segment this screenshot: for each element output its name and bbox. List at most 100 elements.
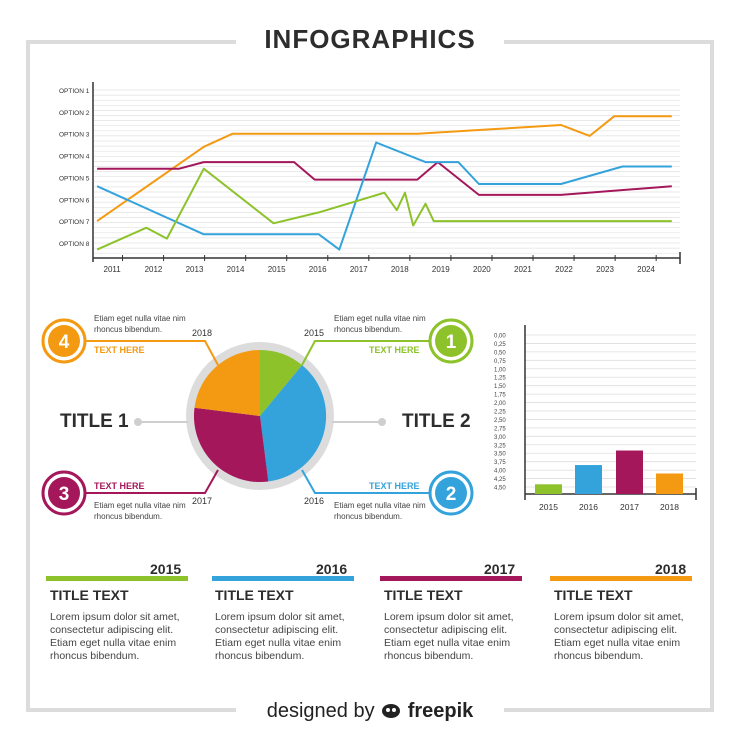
- line-chart: OPTION 1 OPTION 2 OPTION 3 OPTION 4 OPTION 5…: [59, 82, 681, 274]
- column-4-rule: [550, 576, 692, 581]
- credit-brand: freepik: [407, 700, 474, 722]
- callout-1-text: Etiam eget nulla vitae nim rhoncus biben…: [334, 314, 426, 334]
- x-tick-label: 2023: [596, 265, 614, 274]
- title-right: TITLE 2: [402, 411, 471, 432]
- x-tick-label: 2015: [268, 265, 286, 274]
- callout-2-heading: TEXT HERE: [369, 481, 420, 491]
- x-tick-label: 2016: [309, 265, 327, 274]
- x-tick-label: 2020: [473, 265, 491, 274]
- bar-y-tick-label: 3,75: [494, 460, 506, 466]
- x-tick-label: 2018: [391, 265, 409, 274]
- connector-4: [72, 340, 219, 366]
- bar-2016: [575, 465, 602, 494]
- pie-slice-2016: [260, 365, 327, 482]
- column-1-title: TITLE TEXT: [50, 587, 129, 603]
- bar-y-tick-label: 4,50: [494, 486, 506, 492]
- callout-1-heading: TEXT HERE: [369, 345, 420, 355]
- bar-y-tick-label: 3,00: [494, 435, 506, 441]
- x-tick-label: 2019: [432, 265, 450, 274]
- badge-fill-4: [48, 325, 80, 357]
- column-4-title: TITLE TEXT: [554, 587, 633, 603]
- frame-gap-bottom: [236, 704, 504, 716]
- y-tick-label: OPTION 4: [59, 154, 90, 161]
- y-tick-label: OPTION 1: [59, 88, 90, 95]
- x-tick-label: 2014: [227, 265, 245, 274]
- callout-3-heading: TEXT HERE: [94, 481, 145, 491]
- frame-gap-top: [236, 36, 504, 48]
- title-2-dot: [378, 418, 386, 426]
- callout-3-year: 2017: [192, 496, 213, 506]
- bar-2015: [535, 484, 562, 494]
- callout-1-year: 2015: [304, 328, 325, 338]
- callout-4-text: Etiam eget nulla vitae nim rhoncus biben…: [94, 314, 186, 334]
- bar-x-label: 2016: [579, 502, 598, 512]
- badge-fill-1: [435, 325, 467, 357]
- column-2-body: Lorem ipsum dolor sit amet, consectetur …: [215, 611, 345, 662]
- pie-slice-2015: [260, 349, 303, 416]
- bar-y-tick-label: 1,25: [494, 376, 506, 382]
- bar-y-tick-label: 2,00: [494, 401, 506, 407]
- column-2-title: TITLE TEXT: [215, 587, 294, 603]
- bar-y-tick-label: 0,00: [494, 334, 506, 340]
- badge-number-1: 1: [446, 332, 457, 353]
- badge-fill-2: [435, 477, 467, 509]
- bar-2017: [616, 450, 643, 494]
- bar-y-tick-label: 2,50: [494, 418, 506, 424]
- callout-2-text: Etiam eget nulla vitae nim rhoncus biben…: [334, 501, 426, 521]
- x-tick-label: 2017: [350, 265, 368, 274]
- connector-1: [301, 340, 430, 366]
- pie-slice-2018: [194, 350, 260, 416]
- series-line-2: [97, 161, 672, 196]
- credit-prefix: designed by: [266, 700, 375, 722]
- column-1-year: 2015: [150, 561, 182, 577]
- title-1-dot: [134, 418, 142, 426]
- bar-y-tick-label: 0,25: [494, 342, 506, 348]
- bar-y-tick-label: 3,25: [494, 443, 506, 449]
- connector-2: [301, 469, 430, 494]
- y-tick-label: OPTION 5: [59, 175, 90, 182]
- callout-2-year: 2016: [304, 496, 325, 506]
- bar-y-tick-label: 1,75: [494, 393, 506, 399]
- column-3-body: Lorem ipsum dolor sit amet, consectetur …: [384, 611, 514, 662]
- y-tick-label: OPTION 6: [59, 197, 90, 204]
- page-title: INFOGRAPHICS: [264, 24, 476, 54]
- callout-4-heading: TEXT HERE: [94, 345, 145, 355]
- bar-y-tick-label: 2,75: [494, 426, 506, 432]
- series-line-3: [96, 141, 672, 251]
- badge-number-3: 3: [59, 484, 70, 505]
- column-3-rule: [380, 576, 522, 581]
- x-tick-label: 2022: [555, 265, 573, 274]
- x-tick-label: 2021: [514, 265, 532, 274]
- callout-3-text: Etiam eget nulla vitae nim rhoncus biben…: [94, 501, 186, 521]
- series-line-1: [96, 115, 672, 222]
- column-3-title: TITLE TEXT: [384, 587, 463, 603]
- badge-number-2: 2: [446, 484, 457, 505]
- bar-x-label: 2018: [660, 502, 679, 512]
- column-2-year: 2016: [316, 561, 348, 577]
- bar-y-tick-label: 0,75: [494, 359, 506, 365]
- bar-x-label: 2015: [539, 502, 558, 512]
- title-left: TITLE 1: [60, 411, 129, 432]
- badge-number-4: 4: [59, 332, 70, 353]
- badge-fill-3: [48, 477, 80, 509]
- bar-y-tick-label: 2,25: [494, 410, 506, 416]
- y-tick-label: OPTION 3: [59, 132, 90, 139]
- y-tick-label: OPTION 7: [59, 219, 90, 226]
- column-2-rule: [212, 576, 354, 581]
- column-4-year: 2018: [655, 561, 687, 577]
- column-1-rule: [46, 576, 188, 581]
- connector-3: [72, 469, 219, 494]
- freepik-logo-icon: [382, 704, 401, 718]
- column-4-body: Lorem ipsum dolor sit amet, consectetur …: [554, 611, 684, 662]
- y-tick-label: OPTION 8: [59, 241, 90, 248]
- bar-y-tick-label: 0,50: [494, 350, 506, 356]
- bar-y-tick-label: 3,50: [494, 452, 506, 458]
- y-tick-label: OPTION 2: [59, 110, 90, 117]
- x-tick-label: 2013: [186, 265, 204, 274]
- column-1-body: Lorem ipsum dolor sit amet, consectetur …: [50, 611, 180, 662]
- pie-slice-2017: [193, 407, 269, 483]
- x-tick-label: 2012: [145, 265, 163, 274]
- x-tick-label: 2011: [104, 265, 122, 274]
- bar-y-tick-label: 4,25: [494, 477, 506, 483]
